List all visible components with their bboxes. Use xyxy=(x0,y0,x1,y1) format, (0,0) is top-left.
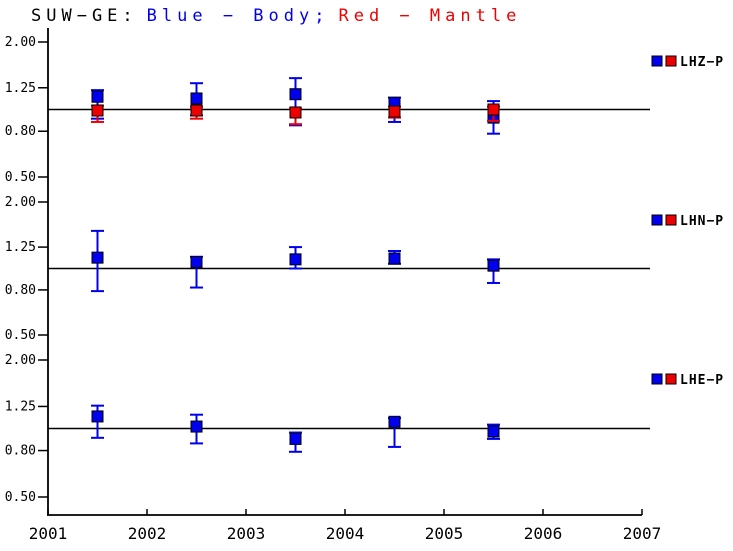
y-tick-label: 0.50 xyxy=(5,328,36,343)
x-tick-label: 2005 xyxy=(425,524,464,543)
station-code: SUW−GE: xyxy=(31,6,138,26)
legend-swatch-body xyxy=(651,214,663,226)
data-point-body xyxy=(289,432,302,445)
data-point-body xyxy=(289,88,302,101)
legend-swatch-mantle xyxy=(665,214,677,226)
x-tick-label: 2004 xyxy=(326,524,365,543)
data-point-body xyxy=(91,410,104,423)
y-tick-label: 1.25 xyxy=(5,81,36,96)
y-tick-label: 1.25 xyxy=(5,240,36,255)
data-point-body xyxy=(190,256,203,269)
data-point-mantle xyxy=(388,105,401,118)
y-tick-label: 0.50 xyxy=(5,170,36,185)
body-legend-text: Blue − Body; xyxy=(146,6,330,26)
legend-swatch-mantle xyxy=(665,55,677,67)
mantle-legend-text: Red − Mantle xyxy=(338,6,522,26)
x-tick-label: 2007 xyxy=(623,524,662,543)
legend-swatch-body xyxy=(651,55,663,67)
x-tick-label: 2002 xyxy=(128,524,167,543)
legend-swatch-body xyxy=(651,373,663,385)
data-point-body xyxy=(388,415,401,428)
x-tick-label: 2006 xyxy=(524,524,563,543)
data-point-body xyxy=(190,92,203,105)
data-point-body xyxy=(487,425,500,438)
y-tick-label: 2.00 xyxy=(5,353,36,368)
legend-label: LHE−P xyxy=(680,373,724,388)
x-tick-label: 2003 xyxy=(227,524,266,543)
y-tick-label: 2.00 xyxy=(5,35,36,50)
data-point-mantle xyxy=(487,103,500,116)
data-point-body xyxy=(289,253,302,266)
data-point-body xyxy=(91,90,104,103)
y-tick-label: 0.80 xyxy=(5,444,36,459)
y-tick-label: 1.25 xyxy=(5,399,36,414)
x-tick-label: 2001 xyxy=(29,524,68,543)
y-tick-label: 2.00 xyxy=(5,195,36,210)
data-point-mantle xyxy=(91,104,104,117)
legend-label: LHN−P xyxy=(680,214,724,229)
y-tick-label: 0.80 xyxy=(5,124,36,139)
y-tick-label: 0.80 xyxy=(5,283,36,298)
legend-swatch-mantle xyxy=(665,373,677,385)
data-point-body xyxy=(388,252,401,265)
data-point-body xyxy=(190,420,203,433)
data-point-body xyxy=(487,259,500,272)
y-tick-label: 0.50 xyxy=(5,490,36,505)
data-point-body xyxy=(91,251,104,264)
legend-label: LHZ−P xyxy=(680,55,724,70)
plot-title: SUW−GE: Blue − Body; Red − Mantle xyxy=(31,6,521,26)
data-point-mantle xyxy=(289,106,302,119)
data-point-mantle xyxy=(190,104,203,117)
